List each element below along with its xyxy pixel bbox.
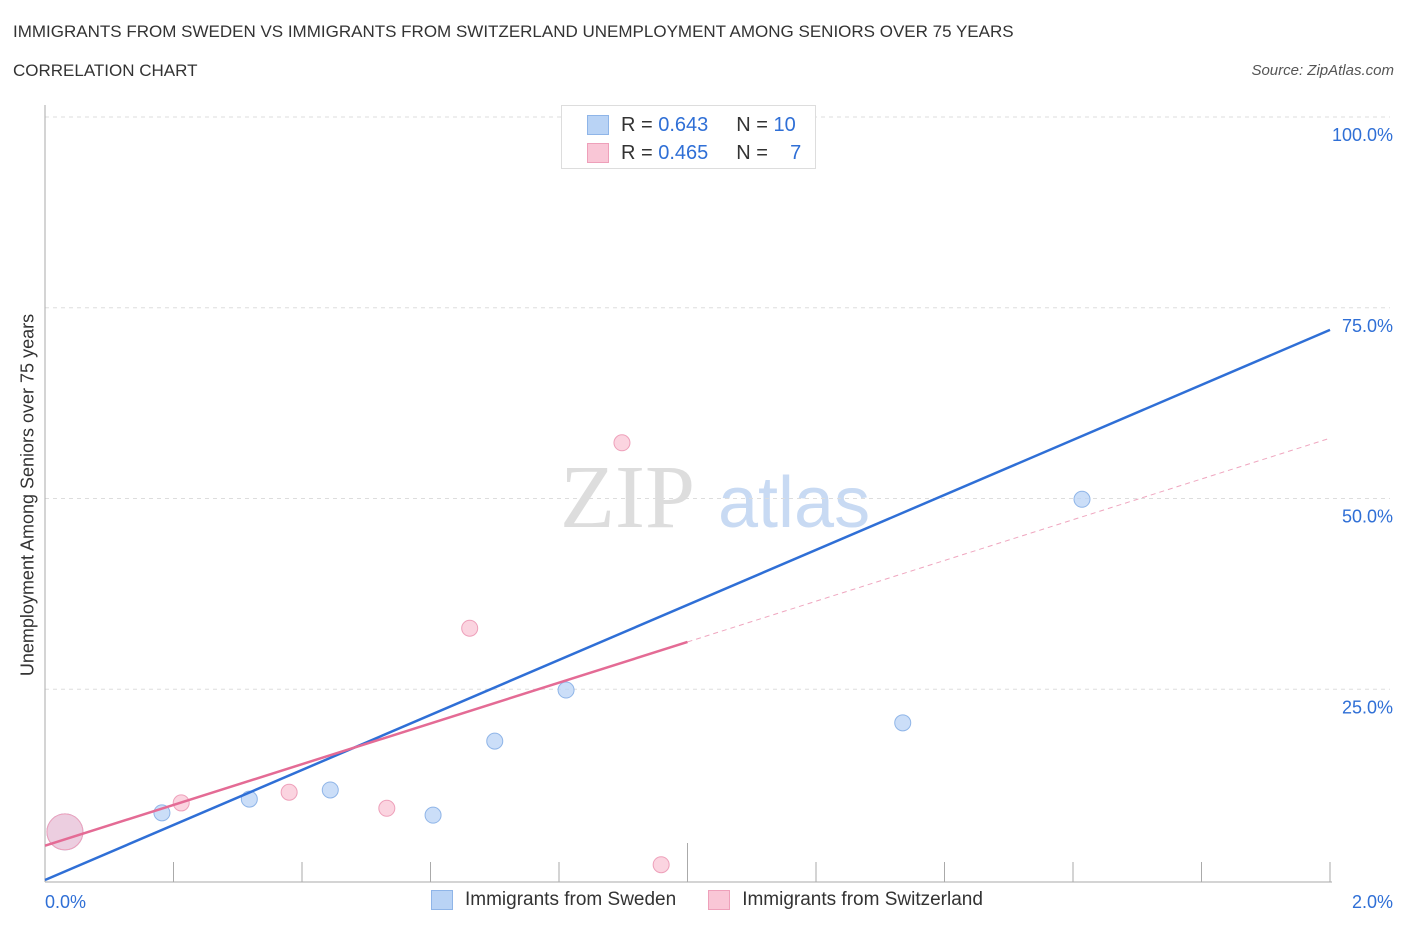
legend-label: Immigrants from Switzerland [742, 889, 983, 910]
trend-line [44, 328, 1331, 882]
chart-title: IMMIGRANTS FROM SWEDEN VS IMMIGRANTS FRO… [13, 22, 1014, 41]
data-point [613, 434, 631, 452]
chart-subtitle: CORRELATION CHART [13, 61, 198, 80]
n-label: N = [736, 141, 768, 164]
n-label: N = [736, 113, 768, 136]
r-label: R = [621, 113, 653, 136]
trend-line-extension [687, 437, 1331, 643]
data-point [461, 619, 479, 637]
legend-sweden: R = 0.643 N = 10 [587, 113, 796, 137]
r-value: 0.465 [658, 141, 709, 164]
data-point [424, 806, 442, 824]
watermark-zip: ZIP [560, 448, 695, 547]
data-point [894, 714, 912, 732]
data-point [378, 799, 396, 817]
data-point [652, 856, 670, 874]
n-value: 10 [773, 113, 796, 136]
data-point [280, 783, 298, 801]
legend-switzerland: R = 0.465 N = 7 [587, 141, 801, 165]
legend-label: Immigrants from Sweden [465, 889, 677, 910]
r-label: R = [621, 141, 653, 164]
x-tick-label: 2.0% [1352, 892, 1393, 912]
y-axis-label: Unemployment Among Seniors over 75 years [17, 313, 38, 677]
trend-line [44, 640, 688, 847]
y-tick-label: 100.0% [1332, 125, 1393, 145]
data-point [486, 732, 504, 750]
y-tick-label: 25.0% [1342, 697, 1393, 717]
legend-item-switzerland: Immigrants from Switzerland [708, 889, 983, 911]
x-tick-label: 0.0% [45, 892, 86, 912]
source: Source: ZipAtlas.com [1251, 62, 1394, 79]
legend-item-sweden: Immigrants from Sweden [431, 889, 676, 911]
data-point [557, 681, 575, 699]
y-tick-label: 50.0% [1342, 507, 1393, 527]
y-tick-label: 75.0% [1342, 316, 1393, 336]
bottom-legend: Immigrants from Sweden Immigrants from S… [431, 889, 1015, 911]
data-point [1073, 490, 1091, 508]
data-point [321, 781, 339, 799]
r-value: 0.643 [658, 113, 709, 136]
n-value: 7 [790, 141, 802, 164]
legend: R = 0.643 N = 10 R = 0.465 N = 7 [561, 105, 816, 169]
watermark-atlas: atlas [718, 463, 870, 543]
